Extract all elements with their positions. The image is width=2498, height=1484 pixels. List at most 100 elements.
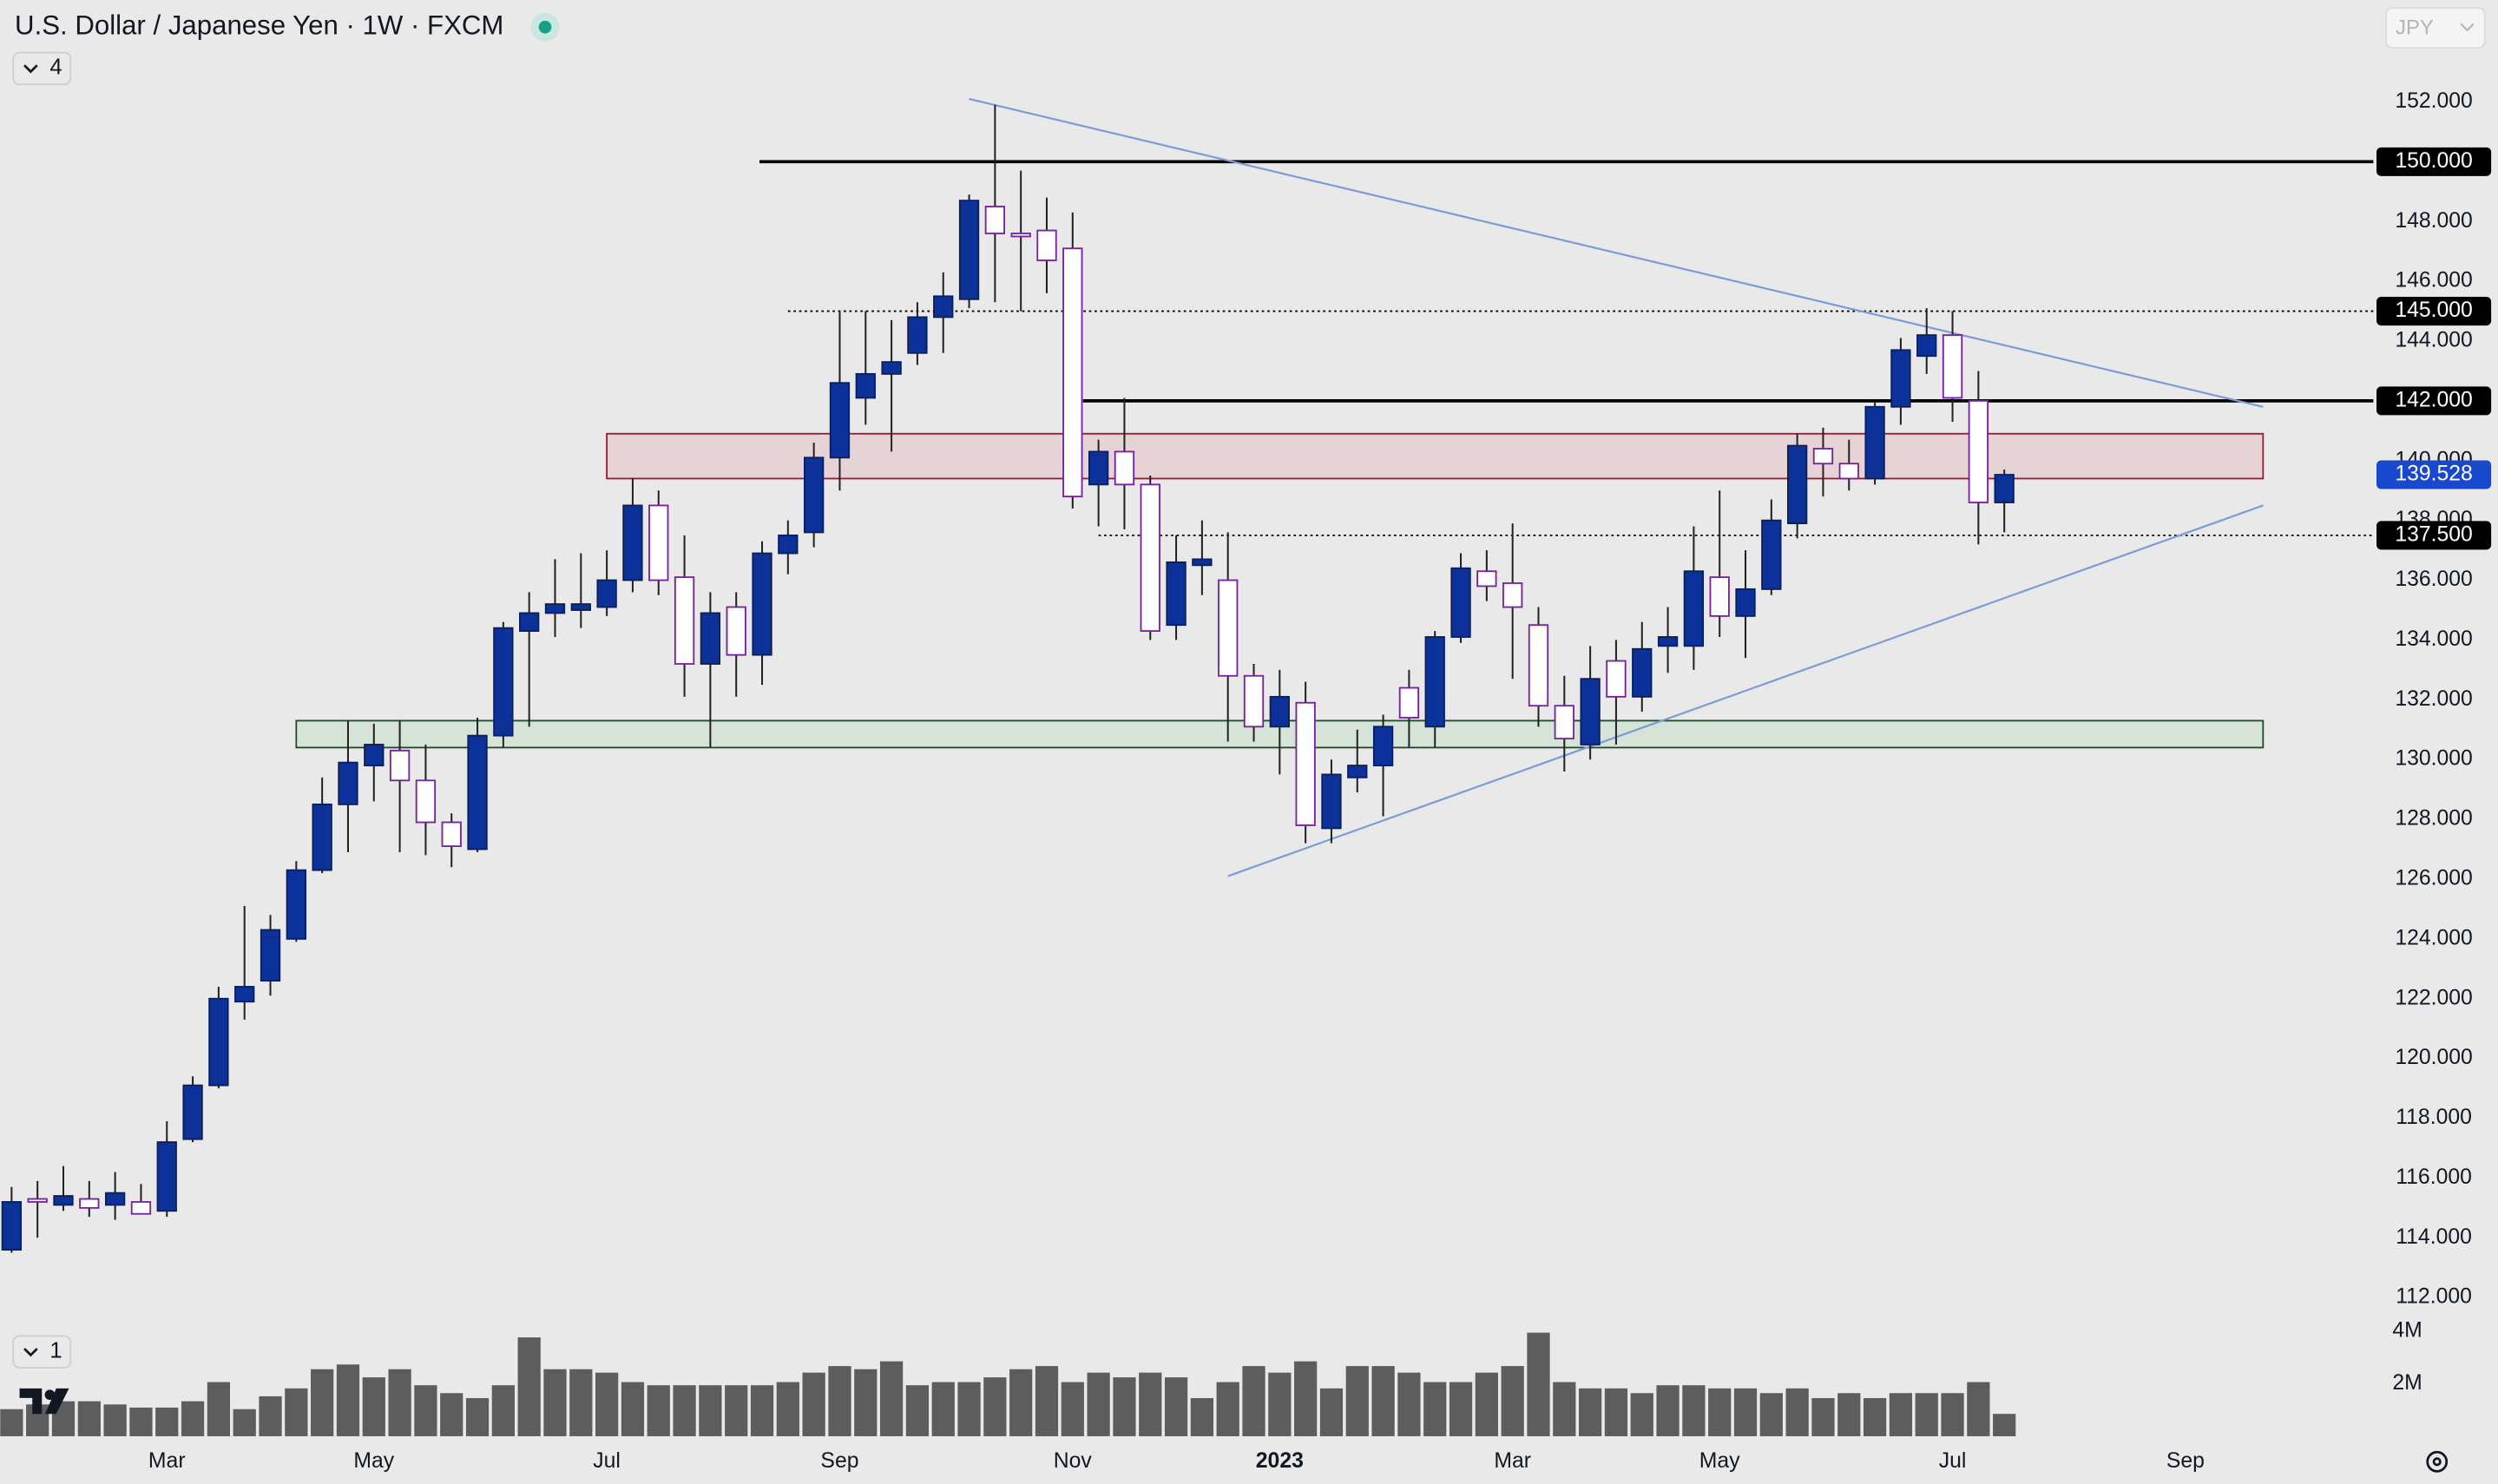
volume-bar xyxy=(725,1385,748,1436)
volume-bar xyxy=(207,1382,231,1436)
volume-bar xyxy=(1915,1393,1938,1436)
y-tick-label: 126.000 xyxy=(2395,867,2472,890)
volume-bar xyxy=(1009,1369,1033,1436)
volume-bar xyxy=(1475,1372,1498,1436)
candle-body xyxy=(1606,660,1627,698)
y-tick-label: 144.000 xyxy=(2395,329,2472,352)
volume-toggle[interactable]: 1 xyxy=(12,1335,72,1369)
candle-body xyxy=(1243,674,1265,728)
volume-bar xyxy=(465,1398,490,1436)
candle-body xyxy=(622,504,643,581)
candle-body xyxy=(1528,624,1549,707)
settings-icon[interactable] xyxy=(2426,1450,2449,1473)
x-tick-label: Mar xyxy=(148,1449,186,1473)
last-price-label: 139.528 xyxy=(2395,463,2472,486)
status-dot-core xyxy=(538,20,552,34)
candle-body xyxy=(441,821,462,848)
candle-body xyxy=(1890,349,1911,408)
volume-bar xyxy=(129,1407,153,1436)
volume-bar xyxy=(440,1393,463,1436)
candle-body xyxy=(156,1141,177,1212)
candle-body xyxy=(1683,570,1705,647)
candle-body xyxy=(467,734,488,850)
y-tick-label: 148.000 xyxy=(2395,209,2472,233)
volume-bar xyxy=(1216,1382,1239,1436)
volume-bar xyxy=(1604,1388,1628,1436)
candle-body xyxy=(312,803,332,871)
candle-body xyxy=(53,1195,74,1206)
volume-bar xyxy=(1656,1385,1680,1436)
level-label-box xyxy=(2376,386,2492,416)
candle-body xyxy=(1657,636,1679,647)
candle-body xyxy=(984,206,1006,234)
volume-bar xyxy=(1682,1385,1706,1436)
candle-body xyxy=(286,869,306,940)
candle-body xyxy=(829,382,851,459)
candle-body xyxy=(104,1192,126,1206)
currency-select[interactable]: JPY xyxy=(2385,7,2486,49)
volume-bar xyxy=(285,1388,308,1436)
y-tick-label: 120.000 xyxy=(2395,1046,2472,1069)
volume-bar xyxy=(311,1369,334,1436)
candle-body xyxy=(1114,450,1135,486)
x-tick-label: 2023 xyxy=(1256,1449,1304,1473)
volume-bar xyxy=(1967,1382,1990,1436)
candle-body xyxy=(855,372,876,399)
volume-bar xyxy=(957,1382,981,1436)
y-tick-label: 128.000 xyxy=(2395,807,2472,831)
volume-bar xyxy=(879,1361,904,1436)
y-tick-label: 134.000 xyxy=(2395,627,2472,651)
level-label: 150.000 xyxy=(2395,149,2472,173)
candle-body xyxy=(1269,695,1290,728)
candle-body xyxy=(778,534,799,555)
candle-body xyxy=(1140,483,1160,633)
volume-bar xyxy=(1397,1372,1421,1436)
candle-body xyxy=(260,929,281,982)
volume-bar xyxy=(1139,1372,1162,1436)
level-label: 142.000 xyxy=(2395,388,2472,411)
candle-body xyxy=(130,1201,152,1215)
candle-body xyxy=(1424,636,1445,728)
volume-bar xyxy=(673,1385,696,1436)
x-tick-label: Sep xyxy=(2166,1449,2205,1473)
candle-body xyxy=(1476,570,1497,588)
candle-body xyxy=(1580,678,1601,745)
candle-body xyxy=(1295,701,1316,826)
candle-body xyxy=(1372,726,1394,767)
candle-body xyxy=(1994,474,2015,503)
volume-bar xyxy=(1423,1382,1447,1436)
currency-label: JPY xyxy=(2396,16,2434,39)
candle-body xyxy=(958,200,980,300)
candle-body xyxy=(1321,773,1342,830)
candle-body xyxy=(674,576,695,665)
volume-bar xyxy=(1371,1366,1395,1436)
volume-bar xyxy=(0,1408,23,1436)
candle-body xyxy=(1398,686,1420,719)
trend-line xyxy=(969,97,2264,408)
last-price-box xyxy=(2376,460,2492,489)
volume-bar xyxy=(155,1407,179,1436)
volume-bar xyxy=(1553,1382,1576,1436)
candle-body xyxy=(1554,705,1574,740)
volume-bar xyxy=(414,1385,437,1436)
candle-body xyxy=(752,552,772,656)
volume-bar xyxy=(699,1385,722,1436)
x-tick-label: May xyxy=(1699,1449,1740,1473)
volume-bar xyxy=(1449,1382,1473,1436)
level-label: 145.000 xyxy=(2395,299,2472,322)
candle-body xyxy=(519,612,540,633)
volume-bar xyxy=(233,1408,256,1436)
candle-body xyxy=(338,761,358,805)
volume-bar xyxy=(647,1385,670,1436)
x-tick-label: Jul xyxy=(593,1449,621,1473)
candle-body xyxy=(596,579,617,608)
candle-body xyxy=(1036,229,1057,261)
volume-bar xyxy=(543,1369,567,1436)
volume-bar xyxy=(776,1382,799,1436)
study-toggle[interactable]: 4 xyxy=(12,51,72,86)
y-tick-label: 124.000 xyxy=(2395,926,2472,949)
y-tick-label: 122.000 xyxy=(2395,986,2472,1009)
volume-bar xyxy=(491,1385,515,1436)
volume-bar xyxy=(1837,1393,1861,1436)
volume-bar xyxy=(905,1385,930,1436)
